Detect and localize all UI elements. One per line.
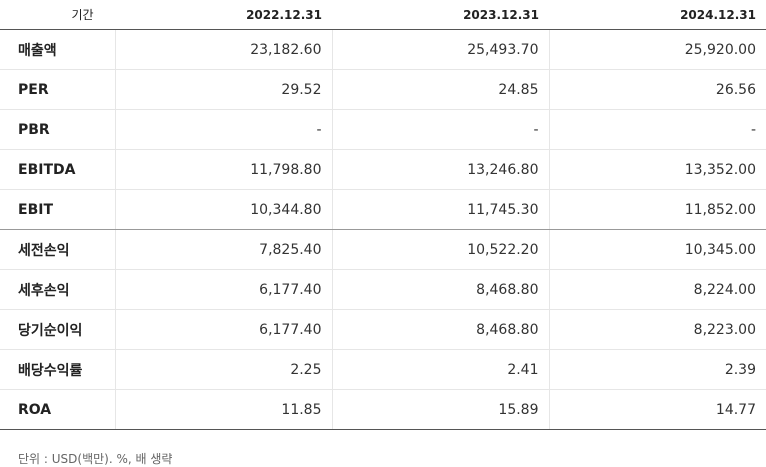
row-label: PBR: [0, 109, 115, 150]
value-cell: 15.89: [331, 389, 549, 430]
footnote: 단위 : USD(백만). %, 배 생략: [18, 452, 173, 466]
value-cell: 7,825.40: [114, 229, 332, 270]
row-label: EBITDA: [0, 149, 115, 190]
value-cell: -: [548, 109, 766, 150]
row-label: ROA: [0, 389, 115, 430]
table-row: 세후손익 6,177.40 8,468.80 8,224.00: [0, 269, 766, 310]
value-cell: 13,246.80: [331, 149, 549, 190]
table-row: ROA 11.85 15.89 14.77: [0, 389, 766, 430]
value-cell: 25,920.00: [548, 29, 766, 70]
row-label: PER: [0, 69, 115, 110]
header-cell: 2022.12.31: [115, 0, 332, 30]
header-cell: 2024.12.31: [549, 0, 766, 30]
financial-table: 기간 2022.12.31 2023.12.31 2024.12.31 매출액 23,1…: [0, 0, 766, 430]
row-label: 당기순이익: [0, 309, 115, 350]
value-cell: 2.25: [114, 349, 332, 390]
value-cell: 8,223.00: [548, 309, 766, 350]
value-cell: 8,468.80: [331, 309, 549, 350]
table-row: 매출액 23,182.60 25,493.70 25,920.00: [0, 29, 766, 70]
value-cell: 11,745.30: [331, 189, 549, 230]
header-cell: 기간: [0, 0, 115, 30]
header-cell: 2023.12.31: [332, 0, 549, 30]
value-cell: 11,852.00: [548, 189, 766, 230]
value-cell: 6,177.40: [114, 309, 332, 350]
row-label: 세후손익: [0, 269, 115, 310]
row-label: 세전손익: [0, 229, 115, 270]
value-cell: 8,468.80: [331, 269, 549, 310]
value-cell: 10,522.20: [331, 229, 549, 270]
value-cell: 24.85: [331, 69, 549, 110]
row-label: 배당수익률: [0, 349, 115, 390]
value-cell: 8,224.00: [548, 269, 766, 310]
value-cell: -: [114, 109, 332, 150]
value-cell: 29.52: [114, 69, 332, 110]
table-row: EBITDA 11,798.80 13,246.80 13,352.00: [0, 149, 766, 190]
value-cell: 6,177.40: [114, 269, 332, 310]
row-label: EBIT: [0, 189, 115, 230]
value-cell: 25,493.70: [331, 29, 549, 70]
value-cell: 11.85: [114, 389, 332, 430]
value-cell: 2.39: [548, 349, 766, 390]
table-row: PER 29.52 24.85 26.56: [0, 69, 766, 110]
row-label: 매출액: [0, 29, 115, 70]
value-cell: -: [331, 109, 549, 150]
value-cell: 14.77: [548, 389, 766, 430]
table-row: 세전손익 7,825.40 10,522.20 10,345.00: [0, 229, 766, 270]
header-row: 기간 2022.12.31 2023.12.31 2024.12.31: [0, 0, 766, 30]
table-row: PBR - - -: [0, 109, 766, 150]
table-row: EBIT 10,344.80 11,745.30 11,852.00: [0, 189, 766, 230]
value-cell: 26.56: [548, 69, 766, 110]
value-cell: 23,182.60: [114, 29, 332, 70]
value-cell: 2.41: [331, 349, 549, 390]
table-row: 배당수익률 2.25 2.41 2.39: [0, 349, 766, 390]
table-row: 당기순이익 6,177.40 8,468.80 8,223.00: [0, 309, 766, 350]
value-cell: 10,344.80: [114, 189, 332, 230]
value-cell: 11,798.80: [114, 149, 332, 190]
value-cell: 13,352.00: [548, 149, 766, 190]
value-cell: 10,345.00: [548, 229, 766, 270]
